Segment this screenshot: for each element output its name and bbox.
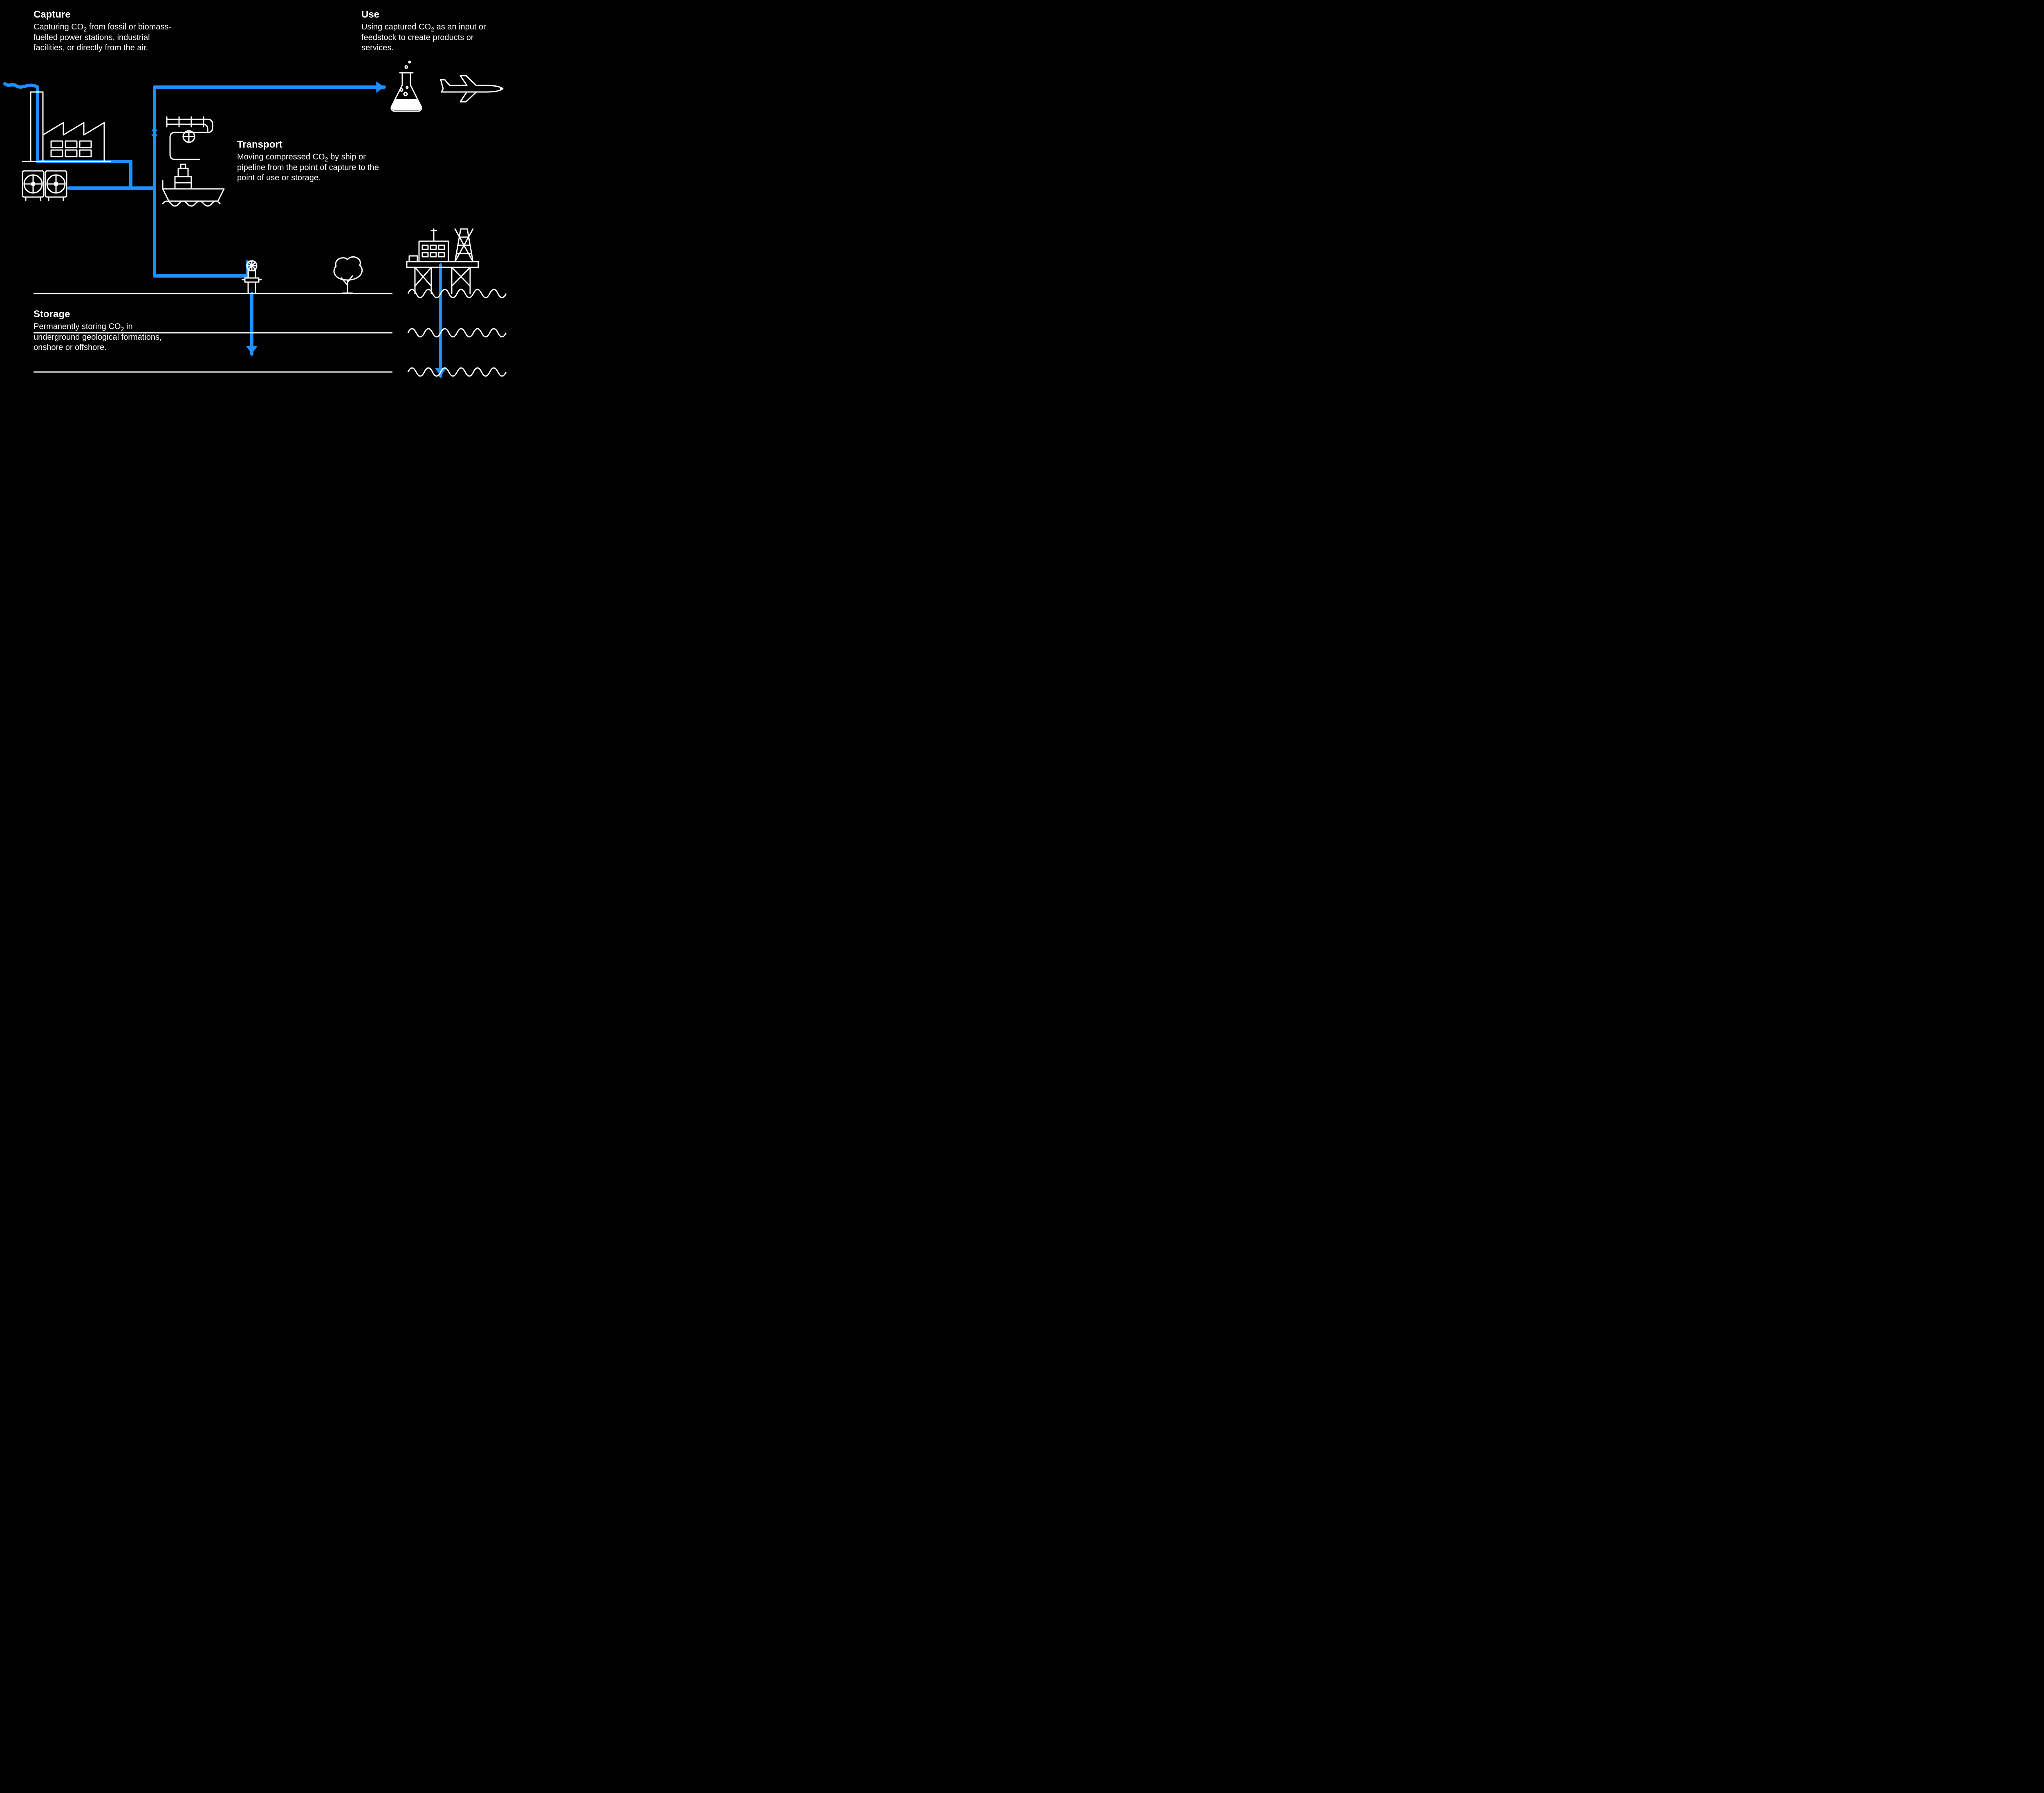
offshore-platform-icon: [407, 229, 478, 294]
wellhead-icon: [242, 261, 261, 294]
tree-icon: [334, 257, 362, 293]
transport-pipes-ship-icon: [163, 117, 224, 206]
dac-fans-icon: [22, 171, 67, 200]
transport-title: Transport: [237, 139, 392, 150]
ccus-infographic: Capture Capturing CO2 from fossil or bio…: [0, 0, 511, 389]
airplane-icon: [441, 76, 503, 102]
storage-title: Storage: [34, 309, 181, 320]
use-body: Using captured CO2 as an input or feedst…: [361, 22, 496, 54]
use-title: Use: [361, 9, 496, 20]
transport-body: Moving compressed CO2 by ship or pipelin…: [237, 152, 392, 184]
storage-text: Storage Permanently storing CO2 in under…: [34, 309, 181, 353]
transport-text: Transport Moving compressed CO2 by ship …: [237, 139, 392, 184]
capture-body: Capturing CO2 from fossil or biomass-fue…: [34, 22, 173, 54]
storage-body: Permanently storing CO2 in underground g…: [34, 322, 181, 353]
capture-text: Capture Capturing CO2 from fossil or bio…: [34, 9, 173, 54]
use-text: Use Using captured CO2 as an input or fe…: [361, 9, 496, 54]
flask-icon: [391, 61, 421, 111]
capture-title: Capture: [34, 9, 173, 20]
factory-icon: [22, 92, 110, 161]
